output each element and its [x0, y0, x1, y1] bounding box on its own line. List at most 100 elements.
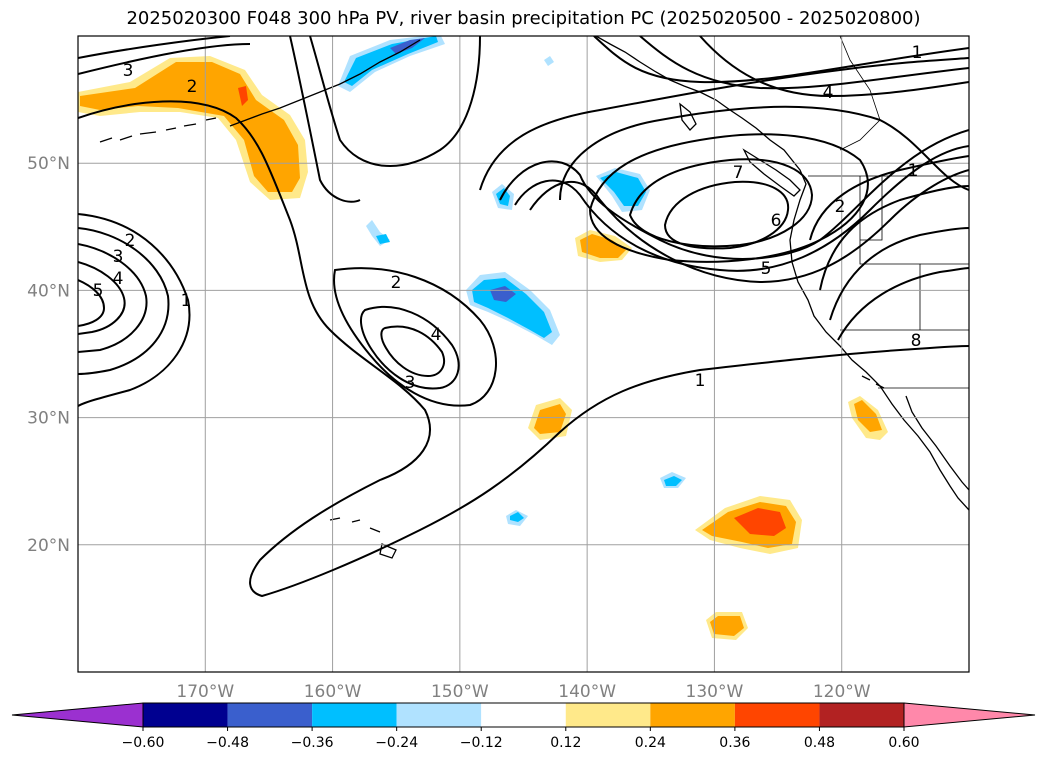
aleutian-islands: [99, 117, 217, 143]
pv-contour: [289, 36, 361, 203]
pv-contour: [78, 100, 969, 598]
lat-label: 50°N: [27, 154, 70, 174]
alaska-peninsula-coast: [229, 39, 421, 127]
colorbar: −0.60 −0.48 −0.36 −0.24 −0.12 0.12 0.24 0.36 0.4…: [11, 702, 1036, 751]
channel-islands: [861, 375, 885, 389]
pv-contour: [514, 145, 969, 272]
pv-contour-label: 5: [93, 281, 104, 301]
pv-contour: [359, 305, 460, 390]
map-background: [78, 36, 969, 672]
precip-positive-region: [710, 616, 744, 636]
pv-contour-label: 4: [431, 325, 442, 345]
precip-negative-region: [496, 188, 510, 206]
lat-axis-labels: 20°N 30°N 40°N 50°N: [27, 154, 70, 556]
colorbar-segment: [565, 703, 651, 727]
pv-contour: [529, 169, 969, 284]
pv-contour: [333, 267, 497, 407]
colorbar-segment: [650, 703, 735, 727]
pv-contour: [78, 227, 170, 375]
pv-contour-label: 3: [123, 61, 134, 81]
north-america-coast: [595, 36, 969, 511]
pv-contour: [78, 243, 148, 353]
precip-negative-region: [600, 172, 646, 206]
pv-contour: [588, 133, 869, 263]
hawaii-islands: [329, 517, 397, 559]
pv-contour: [699, 36, 969, 98]
precip-negative-region: [664, 476, 682, 486]
colorbar-frame: [142, 702, 905, 728]
pv-contour-label: 2: [187, 77, 198, 97]
colorbar-segment: [312, 703, 397, 727]
pv-contour: [819, 185, 969, 291]
coastlines: [99, 36, 969, 559]
pv-contour: [78, 261, 126, 335]
colorbar-segment: [481, 703, 566, 727]
pv-contour: [628, 158, 814, 248]
colorbar-segment: [143, 703, 228, 727]
pv-contour: [499, 129, 969, 260]
precip-negative-region: [344, 36, 438, 86]
vancouver-island: [742, 148, 801, 197]
precip-negative-region: [376, 234, 390, 244]
pv-contour-label: 3: [113, 247, 124, 267]
colorbar-segment: [734, 703, 820, 727]
lat-label: 40°N: [27, 281, 70, 301]
pv-contour-label: 1: [695, 371, 706, 391]
colorbar-tick-label: −0.36: [291, 735, 334, 751]
colorbar-tick-label: −0.60: [122, 735, 165, 751]
precip-positive-region: [734, 508, 786, 536]
pv-contour-label: 7: [733, 163, 744, 183]
colorbar-extend-high: [903, 702, 1036, 728]
pv-contour: [479, 57, 969, 191]
precip-positive-region: [854, 400, 882, 432]
state-borders: [840, 176, 969, 331]
pv-contour: [78, 36, 231, 59]
precip-negative-region: [338, 36, 445, 92]
colorbar-extend-low: [11, 702, 144, 728]
pv-contour: [809, 155, 969, 241]
pv-contour-label: 4: [823, 83, 834, 103]
pv-contour: [78, 213, 191, 407]
pv-contour: [639, 36, 969, 90]
lat-label: 30°N: [27, 409, 70, 429]
pv-contour-label: 3: [405, 373, 416, 393]
colorbar-tick-label: 0.24: [635, 735, 666, 751]
colorbar-tick-label: 0.48: [804, 735, 835, 751]
precip-positive-region: [580, 234, 626, 258]
pv-contour-label: 5: [761, 259, 772, 279]
precip-negative-region: [544, 56, 554, 66]
pv-contour: [78, 43, 251, 75]
pv-contour-label: 2: [391, 273, 402, 293]
colorbar-tick-label: 0.36: [719, 735, 750, 751]
colorbar-tick-label: −0.12: [460, 735, 503, 751]
pv-contour-label: 1: [908, 161, 919, 181]
colorbar-segment: [819, 703, 904, 727]
precip-positive-region: [534, 404, 566, 434]
colorbar-segment: [227, 703, 313, 727]
pv-contour-label: 2: [835, 197, 846, 217]
pv-contour-label: 8: [911, 331, 922, 351]
haida-gwaii: [679, 102, 697, 131]
pv-contour-label: 4: [113, 269, 124, 289]
gridlines: [78, 36, 969, 672]
pv-contour: [380, 325, 446, 378]
pv-contour-label: 2: [125, 231, 136, 251]
pv-contour: [78, 279, 106, 327]
colorbar-tick-label: −0.24: [375, 735, 418, 751]
pv-contour: [837, 267, 969, 341]
precip-positive-region: [238, 86, 248, 106]
map-title: 2025020300 F048 300 hPa PV, river basin …: [126, 8, 921, 29]
precip-negative-region: [510, 512, 524, 522]
map-frame: [77, 35, 970, 673]
ak-bc-border: [839, 36, 881, 151]
pv-contour: [309, 36, 481, 167]
lon-label: 160°W: [304, 682, 362, 702]
colorbar-tick-label: −0.48: [206, 735, 249, 751]
lon-label: 170°W: [176, 682, 234, 702]
pv-contours: [78, 36, 969, 598]
colorbar-tick-label: 0.60: [888, 735, 919, 751]
pv-contour-label: 1: [912, 43, 923, 63]
pv-contour: [829, 227, 969, 321]
lon-label: 130°W: [686, 682, 744, 702]
